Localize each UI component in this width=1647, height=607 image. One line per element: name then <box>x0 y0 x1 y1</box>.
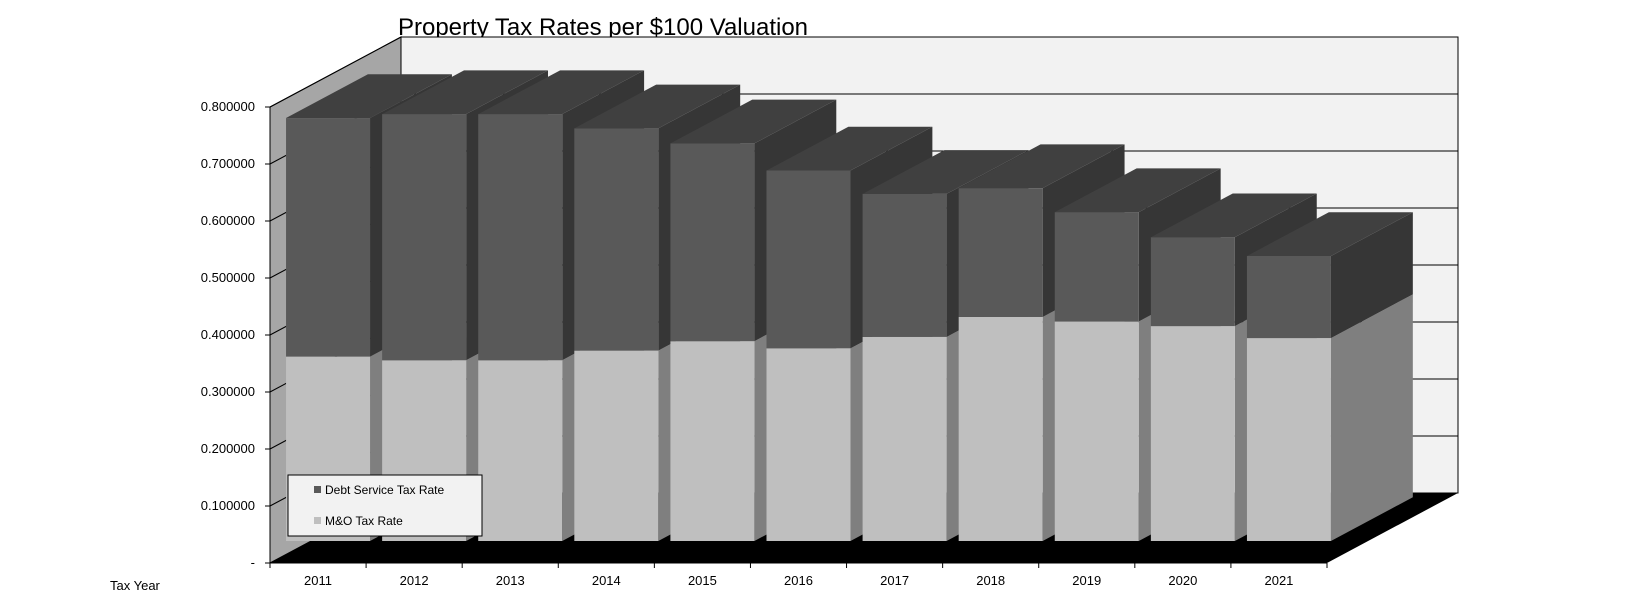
y-tick-label: 0.600000 <box>201 213 255 228</box>
bar-top <box>766 126 933 171</box>
bar <box>1150 237 1235 327</box>
plot-area: - 0.100000 0.200000 0.300000 0.400000 0.50000… <box>201 36 1459 588</box>
bar <box>478 360 563 541</box>
gridline-side <box>269 36 402 108</box>
bar-top <box>286 74 452 119</box>
bar <box>1054 212 1139 322</box>
legend: Debt Service Tax Rate M&O Tax Rate <box>287 474 483 537</box>
bar <box>670 341 755 541</box>
x-tick-label: 2012 <box>400 573 429 588</box>
bar-top <box>382 70 549 115</box>
bar-top <box>1246 212 1413 256</box>
bar <box>1150 326 1235 541</box>
x-tick-label: 2021 <box>1264 573 1293 588</box>
bar <box>1054 321 1139 541</box>
x-tick-label: 2011 <box>304 573 332 588</box>
bar <box>382 114 467 361</box>
bar-top <box>574 84 741 129</box>
x-tick-label: 2020 <box>1168 573 1197 588</box>
bar-top <box>1150 193 1317 238</box>
bar <box>574 128 659 351</box>
x-tick-label: 2015 <box>688 573 717 588</box>
bar-side <box>1330 294 1413 541</box>
bar <box>958 188 1043 317</box>
y-tick-label: - <box>251 555 255 570</box>
legend-swatch-debt-service <box>314 486 321 493</box>
y-tick-label: 0.100000 <box>201 498 255 513</box>
bar <box>958 316 1043 541</box>
x-tick-label: 2013 <box>496 573 525 588</box>
y-tick-label: 0.200000 <box>201 441 255 456</box>
bar <box>1246 256 1331 339</box>
bar <box>478 114 563 361</box>
legend-label-mo: M&O Tax Rate <box>325 514 403 528</box>
legend-label-debt-service: Debt Service Tax Rate <box>325 483 444 497</box>
y-tick-label: 0.700000 <box>201 156 255 171</box>
x-tick-label: 2017 <box>880 573 909 588</box>
bar-top <box>1054 168 1221 213</box>
legend-swatch-mo <box>314 517 321 524</box>
bar <box>862 336 947 541</box>
x-tick-label: 2018 <box>976 573 1005 588</box>
bar <box>766 348 851 541</box>
y-tick-label: 0.400000 <box>201 327 255 342</box>
bar <box>670 143 755 342</box>
bar <box>1246 338 1331 541</box>
bar-top <box>670 99 837 144</box>
bar-top <box>862 150 1029 194</box>
x-tick-label: 2016 <box>784 573 813 588</box>
legend-box <box>287 474 483 537</box>
x-axis-title: Tax Year <box>110 578 161 593</box>
bar <box>862 193 947 337</box>
bar <box>574 350 659 541</box>
y-tick-label: 0.500000 <box>201 270 255 285</box>
y-tick-label: 0.300000 <box>201 384 255 399</box>
bar-side <box>1330 212 1413 339</box>
x-tick-label: 2014 <box>592 573 621 588</box>
bar <box>766 170 851 349</box>
bar <box>286 118 371 357</box>
x-tick-label: 2019 <box>1072 573 1101 588</box>
bar-top <box>478 70 645 115</box>
y-tick-label: 0.800000 <box>201 99 255 114</box>
bar-top <box>958 144 1125 189</box>
